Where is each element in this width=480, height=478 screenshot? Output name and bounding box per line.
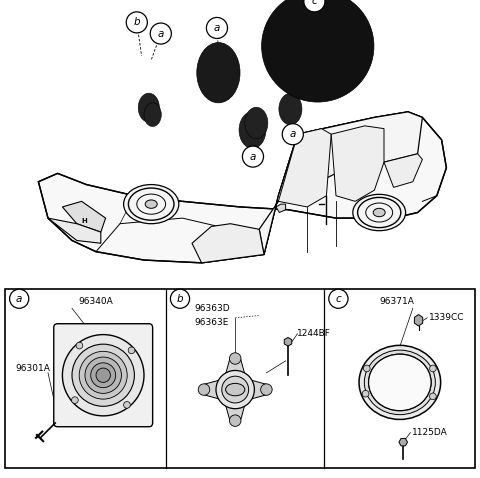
Text: 96363E: 96363E xyxy=(194,318,229,327)
Ellipse shape xyxy=(373,208,385,217)
Circle shape xyxy=(128,347,135,354)
Circle shape xyxy=(150,23,171,44)
Polygon shape xyxy=(384,154,422,187)
Polygon shape xyxy=(284,337,292,346)
Circle shape xyxy=(91,363,116,388)
Text: c: c xyxy=(336,294,341,304)
Polygon shape xyxy=(225,358,246,378)
Circle shape xyxy=(304,0,325,12)
Circle shape xyxy=(198,384,210,395)
Circle shape xyxy=(229,415,241,426)
Circle shape xyxy=(85,357,121,393)
Circle shape xyxy=(242,146,264,167)
Ellipse shape xyxy=(144,103,161,127)
Polygon shape xyxy=(259,112,422,254)
Ellipse shape xyxy=(359,345,441,420)
Bar xyxy=(5,289,475,468)
Text: 96363D: 96363D xyxy=(194,304,230,313)
Text: b: b xyxy=(133,17,140,27)
Circle shape xyxy=(430,365,436,372)
Circle shape xyxy=(123,402,130,408)
Text: a: a xyxy=(16,294,23,304)
Ellipse shape xyxy=(138,93,159,122)
FancyBboxPatch shape xyxy=(54,324,153,427)
Polygon shape xyxy=(247,379,266,400)
Ellipse shape xyxy=(353,195,406,231)
Circle shape xyxy=(362,391,369,397)
Polygon shape xyxy=(225,402,246,421)
Ellipse shape xyxy=(364,350,435,414)
Circle shape xyxy=(79,351,127,399)
Polygon shape xyxy=(331,126,384,201)
Polygon shape xyxy=(278,129,331,207)
Circle shape xyxy=(170,289,190,308)
Text: a: a xyxy=(214,23,220,33)
Circle shape xyxy=(222,376,249,403)
Text: a: a xyxy=(289,129,296,139)
Circle shape xyxy=(229,353,241,364)
Circle shape xyxy=(206,18,228,39)
Text: 1125DA: 1125DA xyxy=(412,428,447,437)
Text: H: H xyxy=(81,218,87,224)
Polygon shape xyxy=(276,204,286,213)
Text: 1339CC: 1339CC xyxy=(429,314,464,322)
Polygon shape xyxy=(414,315,423,326)
Text: 96301A: 96301A xyxy=(15,364,50,372)
Circle shape xyxy=(329,289,348,308)
Ellipse shape xyxy=(245,107,268,139)
Circle shape xyxy=(10,289,29,308)
Circle shape xyxy=(282,124,303,145)
Polygon shape xyxy=(48,218,101,243)
Circle shape xyxy=(262,0,374,102)
Text: a: a xyxy=(250,152,256,162)
Ellipse shape xyxy=(369,354,431,411)
Circle shape xyxy=(363,365,370,372)
Text: 1244BF: 1244BF xyxy=(297,329,331,338)
Circle shape xyxy=(216,370,254,409)
Polygon shape xyxy=(399,438,408,446)
Ellipse shape xyxy=(145,200,157,208)
Polygon shape xyxy=(204,379,223,400)
Polygon shape xyxy=(62,201,106,232)
Circle shape xyxy=(72,397,78,403)
Polygon shape xyxy=(192,224,264,263)
Circle shape xyxy=(72,344,134,406)
Text: 96340A: 96340A xyxy=(79,297,113,305)
Ellipse shape xyxy=(239,112,266,149)
Circle shape xyxy=(126,12,147,33)
Text: c: c xyxy=(312,0,317,6)
Circle shape xyxy=(62,335,144,416)
Polygon shape xyxy=(38,112,446,263)
Text: 96371A: 96371A xyxy=(379,297,414,305)
Ellipse shape xyxy=(226,383,245,396)
Ellipse shape xyxy=(369,354,431,411)
Text: b: b xyxy=(177,294,183,304)
Text: a: a xyxy=(157,29,164,39)
Circle shape xyxy=(76,342,83,349)
Ellipse shape xyxy=(197,43,240,103)
Circle shape xyxy=(96,368,110,382)
Ellipse shape xyxy=(279,93,302,125)
Circle shape xyxy=(261,384,272,395)
Circle shape xyxy=(430,393,436,400)
Ellipse shape xyxy=(124,185,179,224)
